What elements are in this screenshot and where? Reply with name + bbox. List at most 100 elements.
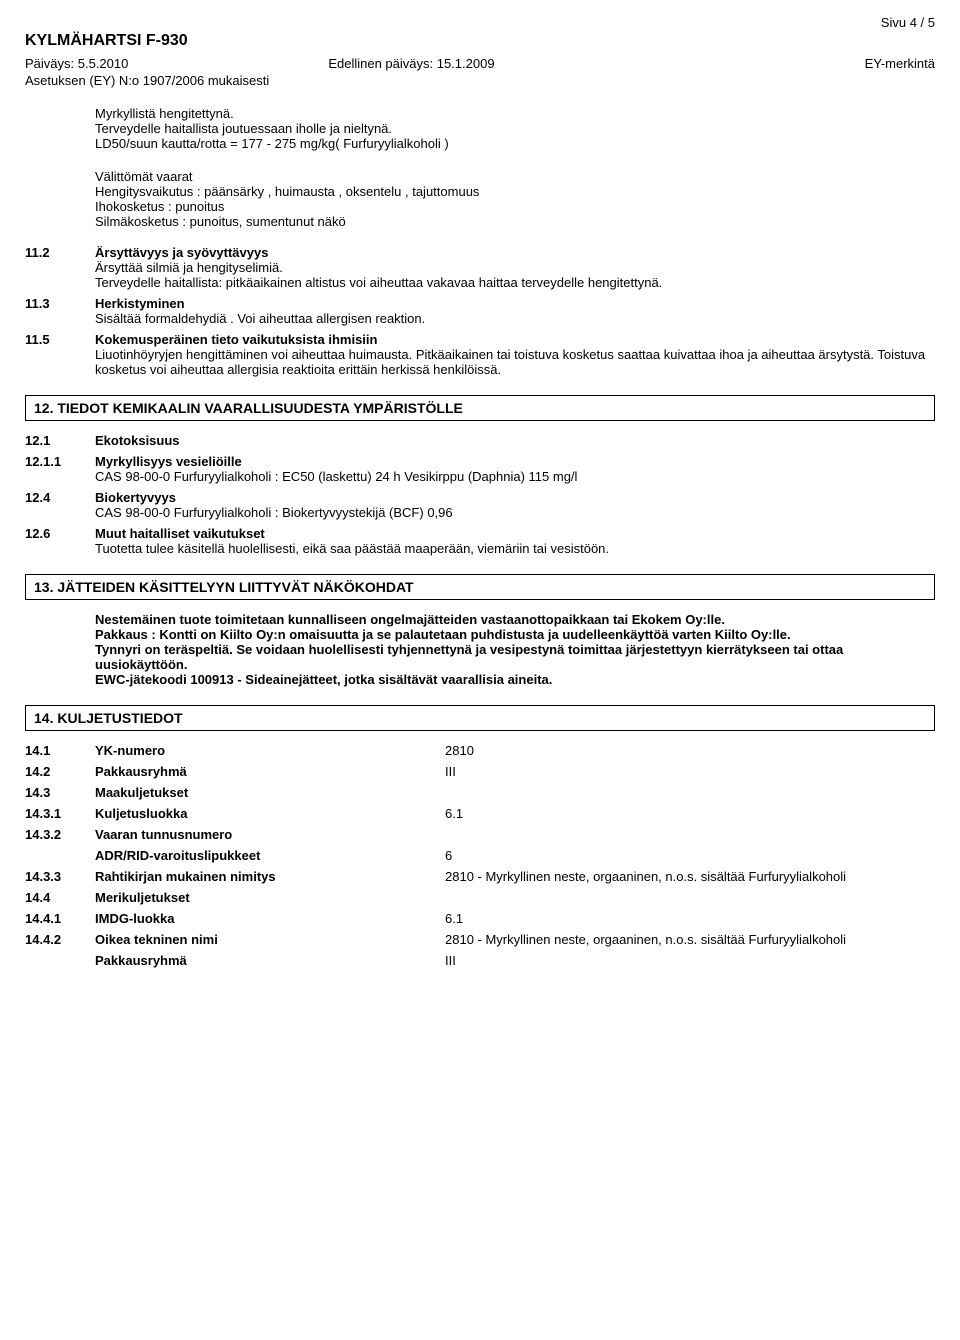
transport-value: 2810 - Myrkyllinen neste, orgaaninen, n.… bbox=[445, 932, 935, 947]
intro-line: LD50/suun kautta/rotta = 177 - 275 mg/kg… bbox=[95, 136, 935, 151]
section-content: Herkistyminen Sisältää formaldehydiä . V… bbox=[95, 296, 935, 326]
section-number: 11.5 bbox=[25, 332, 95, 377]
section-content: Myrkyllisyys vesieliöille CAS 98-00-0 Fu… bbox=[95, 454, 935, 484]
section-number: 12.6 bbox=[25, 526, 95, 556]
transport-row: 14.3.3Rahtikirjan mukainen nimitys2810 -… bbox=[25, 869, 935, 884]
section-heading: Muut haitalliset vaikutukset bbox=[95, 526, 935, 541]
page-indicator: Sivu 4 / 5 bbox=[25, 15, 935, 30]
immediate-line: Ihokosketus : punoitus bbox=[95, 199, 935, 214]
prev-date-label: Edellinen päiväys: 15.1.2009 bbox=[328, 56, 783, 71]
transport-row: 14.1YK-numero2810 bbox=[25, 743, 935, 758]
section-13-p4: EWC-jätekoodi 100913 - Sideainejätteet, … bbox=[95, 672, 935, 687]
ey-mark: EY-merkintä bbox=[783, 56, 935, 71]
transport-row: ADR/RID-varoituslipukkeet6 bbox=[25, 848, 935, 863]
transport-value: 6.1 bbox=[445, 806, 935, 821]
transport-label: Rahtikirjan mukainen nimitys bbox=[95, 869, 445, 884]
transport-num: 14.4 bbox=[25, 890, 95, 905]
section-text: Tuotetta tulee käsitellä huolellisesti, … bbox=[95, 541, 935, 556]
section-13-body: Nestemäinen tuote toimitetaan kunnallise… bbox=[95, 612, 935, 687]
transport-row: 14.3Maakuljetukset bbox=[25, 785, 935, 800]
transport-num: 14.4.2 bbox=[25, 932, 95, 947]
section-12-1: 12.1 Ekotoksisuus bbox=[25, 433, 935, 448]
immediate-line: Silmäkosketus : punoitus, sumentunut näk… bbox=[95, 214, 935, 229]
transport-num: 14.4.1 bbox=[25, 911, 95, 926]
transport-num: 14.3 bbox=[25, 785, 95, 800]
immediate-dangers-block: Välittömät vaarat Hengitysvaikutus : pää… bbox=[95, 169, 935, 229]
transport-label: YK-numero bbox=[95, 743, 445, 758]
section-11-3: 11.3 Herkistyminen Sisältää formaldehydi… bbox=[25, 296, 935, 326]
transport-row: PakkausryhmäIII bbox=[25, 953, 935, 968]
section-number: 12.1.1 bbox=[25, 454, 95, 484]
section-heading: Ekotoksisuus bbox=[95, 433, 935, 448]
section-text: CAS 98-00-0 Furfuryylialkoholi : EC50 (l… bbox=[95, 469, 935, 484]
section-12-4: 12.4 Biokertyvyys CAS 98-00-0 Furfuryyli… bbox=[25, 490, 935, 520]
transport-label: Pakkausryhmä bbox=[95, 764, 445, 779]
section-text: Liuotinhöyryjen hengittäminen voi aiheut… bbox=[95, 347, 935, 377]
transport-num bbox=[25, 953, 95, 968]
immediate-line: Hengitysvaikutus : päänsärky , huimausta… bbox=[95, 184, 935, 199]
section-11-5: 11.5 Kokemusperäinen tieto vaikutuksista… bbox=[25, 332, 935, 377]
section-heading: Myrkyllisyys vesieliöille bbox=[95, 454, 935, 469]
meta-row: Päiväys: 5.5.2010 Edellinen päiväys: 15.… bbox=[25, 56, 935, 71]
section-number: 12.4 bbox=[25, 490, 95, 520]
section-heading: Biokertyvyys bbox=[95, 490, 935, 505]
section-content: Muut haitalliset vaikutukset Tuotetta tu… bbox=[95, 526, 935, 556]
section-text: Terveydelle haitallista: pitkäaikainen a… bbox=[95, 275, 935, 290]
transport-label: Vaaran tunnusnumero bbox=[95, 827, 445, 842]
section-heading: Ärsyttävyys ja syövyttävyys bbox=[95, 245, 935, 260]
transport-table: 14.1YK-numero281014.2PakkausryhmäIII14.3… bbox=[25, 743, 935, 968]
transport-row: 14.4.2Oikea tekninen nimi2810 - Myrkylli… bbox=[25, 932, 935, 947]
transport-label: Pakkausryhmä bbox=[95, 953, 445, 968]
document-title: KYLMÄHARTSI F-930 bbox=[25, 32, 935, 50]
transport-row: 14.2PakkausryhmäIII bbox=[25, 764, 935, 779]
transport-value: 2810 - Myrkyllinen neste, orgaaninen, n.… bbox=[445, 869, 935, 884]
transport-value bbox=[445, 785, 935, 800]
section-heading: Herkistyminen bbox=[95, 296, 935, 311]
section-12-6: 12.6 Muut haitalliset vaikutukset Tuotet… bbox=[25, 526, 935, 556]
transport-row: 14.4.1IMDG-luokka6.1 bbox=[25, 911, 935, 926]
transport-value: III bbox=[445, 764, 935, 779]
section-content: Kokemusperäinen tieto vaikutuksista ihmi… bbox=[95, 332, 935, 377]
transport-row: 14.4Merikuljetukset bbox=[25, 890, 935, 905]
transport-value bbox=[445, 827, 935, 842]
section-12-header: 12. TIEDOT KEMIKAALIN VAARALLISUUDESTA Y… bbox=[25, 395, 935, 421]
regulation-line: Asetuksen (EY) N:o 1907/2006 mukaisesti bbox=[25, 73, 935, 88]
transport-value: 6 bbox=[445, 848, 935, 863]
date-label: Päiväys: 5.5.2010 bbox=[25, 56, 328, 71]
section-13-p1: Nestemäinen tuote toimitetaan kunnallise… bbox=[95, 612, 935, 627]
transport-row: 14.3.1Kuljetusluokka6.1 bbox=[25, 806, 935, 821]
transport-label: Maakuljetukset bbox=[95, 785, 445, 800]
transport-value bbox=[445, 890, 935, 905]
transport-num bbox=[25, 848, 95, 863]
transport-label: Oikea tekninen nimi bbox=[95, 932, 445, 947]
immediate-heading: Välittömät vaarat bbox=[95, 169, 935, 184]
transport-num: 14.3.2 bbox=[25, 827, 95, 842]
section-content: Biokertyvyys CAS 98-00-0 Furfuryylialkoh… bbox=[95, 490, 935, 520]
transport-num: 14.2 bbox=[25, 764, 95, 779]
intro-block: Myrkyllistä hengitettynä. Terveydelle ha… bbox=[95, 106, 935, 151]
section-number: 11.2 bbox=[25, 245, 95, 290]
transport-num: 14.3.3 bbox=[25, 869, 95, 884]
transport-num: 14.1 bbox=[25, 743, 95, 758]
section-content: Ärsyttävyys ja syövyttävyys Ärsyttää sil… bbox=[95, 245, 935, 290]
transport-label: Merikuljetukset bbox=[95, 890, 445, 905]
transport-value: 6.1 bbox=[445, 911, 935, 926]
section-text: CAS 98-00-0 Furfuryylialkoholi : Biokert… bbox=[95, 505, 935, 520]
transport-label: Kuljetusluokka bbox=[95, 806, 445, 821]
section-number: 11.3 bbox=[25, 296, 95, 326]
transport-num: 14.3.1 bbox=[25, 806, 95, 821]
section-text: Ärsyttää silmiä ja hengityselimiä. bbox=[95, 260, 935, 275]
section-text: Sisältää formaldehydiä . Voi aiheuttaa a… bbox=[95, 311, 935, 326]
transport-value: 2810 bbox=[445, 743, 935, 758]
section-12-1-1: 12.1.1 Myrkyllisyys vesieliöille CAS 98-… bbox=[25, 454, 935, 484]
section-13-p3: Tynnyri on teräspeltiä. Se voidaan huole… bbox=[95, 642, 935, 672]
intro-line: Myrkyllistä hengitettynä. bbox=[95, 106, 935, 121]
transport-value: III bbox=[445, 953, 935, 968]
section-number: 12.1 bbox=[25, 433, 95, 448]
section-14-header: 14. KULJETUSTIEDOT bbox=[25, 705, 935, 731]
transport-row: 14.3.2Vaaran tunnusnumero bbox=[25, 827, 935, 842]
transport-label: ADR/RID-varoituslipukkeet bbox=[95, 848, 445, 863]
section-13-header: 13. JÄTTEIDEN KÄSITTELYYN LIITTYVÄT NÄKÖ… bbox=[25, 574, 935, 600]
section-13-p2: Pakkaus : Kontti on Kiilto Oy:n omaisuut… bbox=[95, 627, 935, 642]
section-11-2: 11.2 Ärsyttävyys ja syövyttävyys Ärsyttä… bbox=[25, 245, 935, 290]
